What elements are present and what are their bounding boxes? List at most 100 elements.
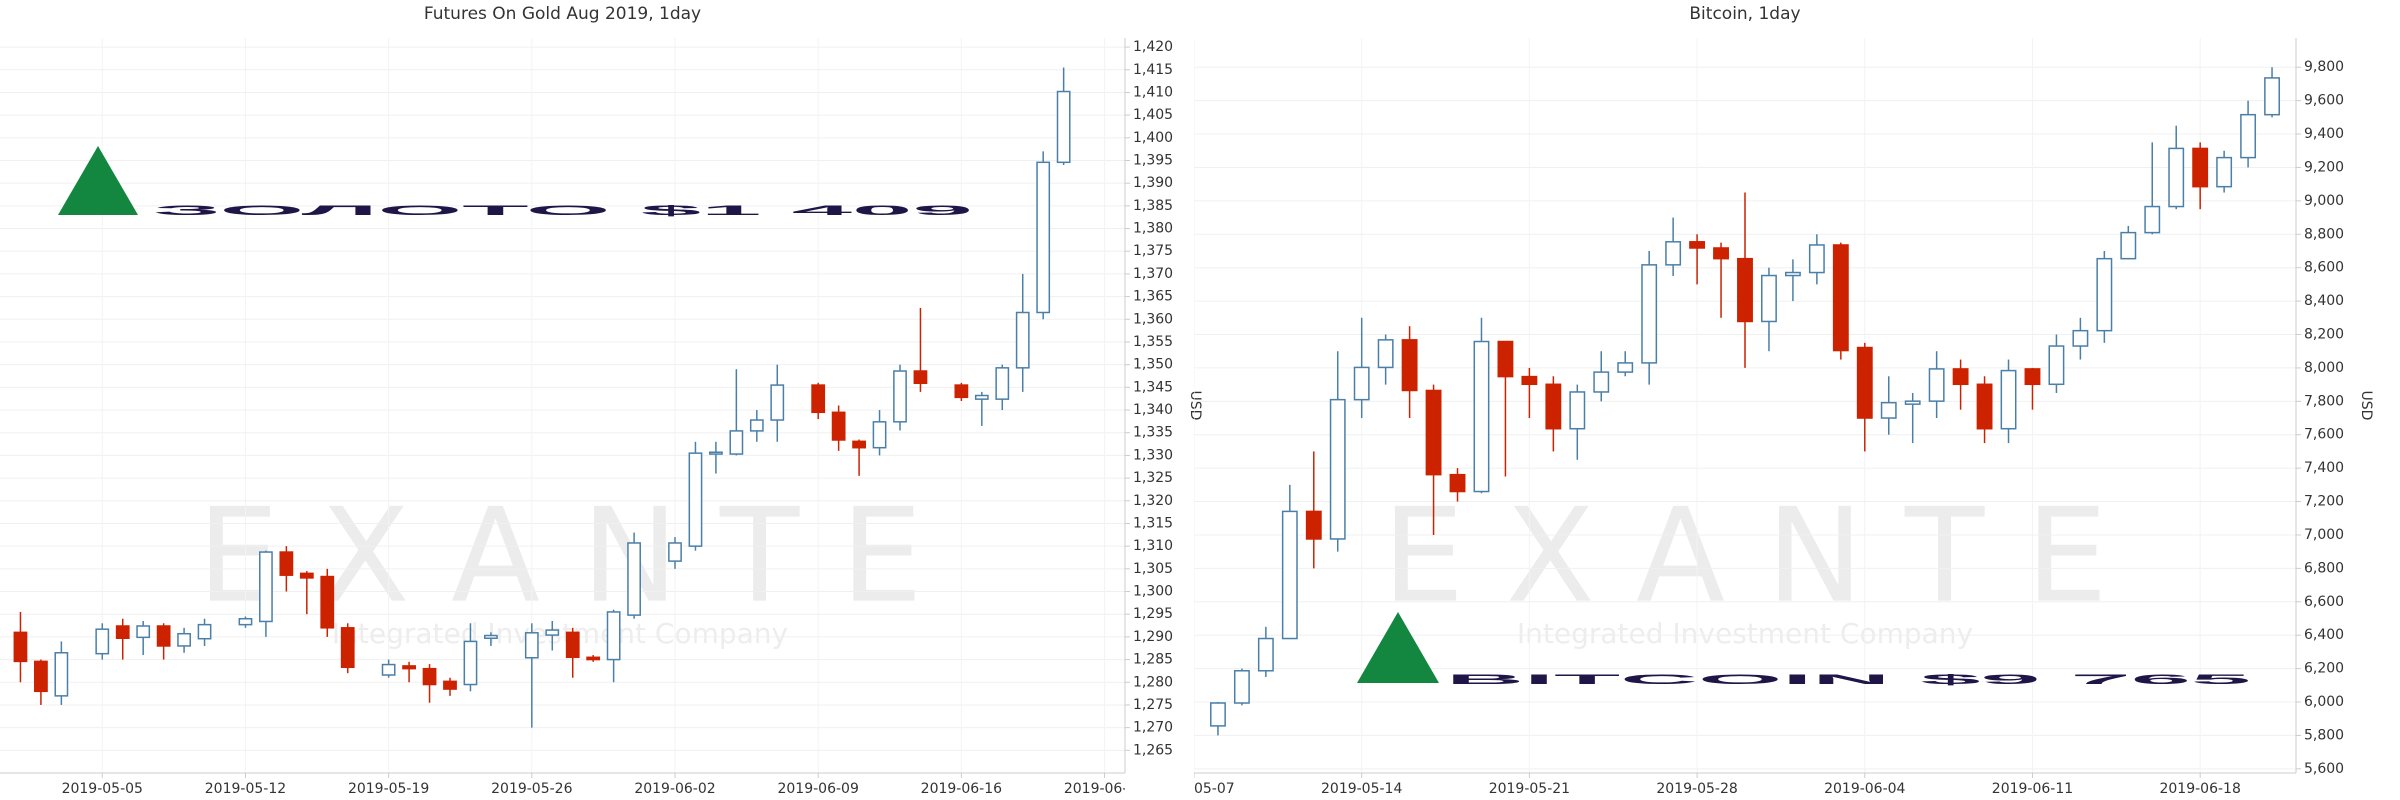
x-tick-label: 2019-05-26 [491,781,572,797]
candle-body [340,627,355,669]
y-tick-label: 1,400 [1133,130,1173,146]
y-tick-label: 1,375 [1133,243,1173,259]
candle-body [54,652,69,697]
candle-body [1401,339,1418,392]
candle-body [1784,271,1801,277]
candle-body [2264,77,2280,116]
y-tick-label: 6,200 [2304,661,2344,677]
candle-body [565,631,580,659]
candle-body [238,617,253,626]
candle-body [279,551,294,576]
y-tick-label: 1,350 [1133,357,1173,373]
y-tick-label: 1,280 [1133,674,1173,690]
y-axis-label: USD [2358,391,2374,421]
y-tick-label: 1,275 [1133,697,1173,713]
y-tick-label: 8,400 [2304,293,2344,309]
y-tick-label: 7,400 [2304,460,2344,476]
candle-body [729,430,744,455]
chart-title: Bitcoin, 1day [1689,4,1800,24]
y-tick-label: 1,415 [1133,62,1173,78]
x-tick-label: 2019-05-07 [1153,781,1234,797]
y-tick-label: 5,600 [2304,761,2344,777]
candle-body [913,370,928,385]
candle-body [1281,510,1298,640]
x-tick-label: 2019-05-19 [348,781,429,797]
candle-body [259,551,273,623]
y-tick-label: 1,285 [1133,652,1173,668]
y-tick-label: 1,370 [1133,266,1173,282]
x-tick-label: 2019-06-04 [1824,781,1905,797]
candle-body [1689,241,1706,249]
candle-body [2000,369,2017,430]
y-tick-label: 1,305 [1133,561,1173,577]
candle-body [668,542,682,562]
y-tick-label: 1,315 [1133,515,1173,531]
x-tick-label: 2019-05-14 [1321,781,1402,797]
candle-body [1761,274,1777,323]
candle-body [1473,340,1490,493]
watermark-tagline: Integrated Investment Company [1517,617,1973,650]
candle-body [1305,510,1322,540]
x-tick-label: 2019-05-28 [1656,781,1737,797]
y-tick-label: 1,390 [1133,175,1173,191]
candle-body [1808,244,1825,274]
candle-body [1257,637,1274,672]
candle-body [1036,161,1051,314]
candle-body [1617,362,1634,373]
y-tick-label: 1,420 [1133,39,1173,55]
candle-body [402,665,416,670]
candle-body [545,629,560,636]
up-triangle [1357,612,1439,683]
candle-body [954,384,969,399]
y-tick-label: 9,800 [2304,59,2344,75]
y-tick-label: 1,395 [1133,153,1173,169]
candle-body [749,419,764,432]
candle-body [1641,264,1658,364]
candle-body [1569,391,1586,430]
y-tick-label: 9,000 [2304,193,2344,209]
candle-body [299,572,314,579]
y-tick-label: 1,355 [1133,334,1173,350]
candle-body [1737,257,1753,323]
y-tick-label: 9,400 [2304,126,2344,142]
y-tick-label: 1,345 [1133,379,1173,395]
candle-body [463,640,478,686]
y-tick-label: 1,270 [1133,720,1173,736]
candle-body [872,421,887,449]
x-tick-label: 2019-06-23 [1064,781,1145,797]
x-tick-label: 2019-06-09 [777,781,858,797]
candle-body [627,542,641,616]
candle-body [770,384,785,421]
candle-body [1233,670,1250,704]
y-tick-label: 1,300 [1133,584,1173,600]
candle-body [1665,241,1682,266]
x-tick-label: 2019-06-11 [1992,781,2073,797]
candle-body [2216,156,2233,188]
candle-body [1545,383,1562,430]
x-tick-label: 2019-05-05 [62,781,143,797]
up-triangle [58,146,138,215]
candle-body [1329,398,1346,540]
y-tick-label: 6,000 [2304,694,2344,710]
y-tick-label: 1,310 [1133,538,1173,554]
x-tick-label: 2019-06-18 [2159,781,2240,797]
y-tick-label: 1,330 [1133,447,1173,463]
candle-body [2120,231,2137,260]
y-tick-label: 1,385 [1133,198,1173,214]
y-tick-label: 1,325 [1133,470,1173,486]
candle-body [893,370,907,423]
y-tick-label: 8,200 [2304,327,2344,343]
candle-body [1056,90,1071,164]
candle-body [688,452,703,547]
candle-body [2168,147,2185,208]
candle-body [1880,401,1897,419]
y-tick-label: 1,410 [1133,84,1173,100]
watermark: E X A N T E [197,480,923,632]
candle-body [2240,113,2257,159]
y-axis-label: USD [1187,391,1203,421]
candle-body [2072,329,2089,347]
x-tick-label: 2019-06-02 [634,781,715,797]
